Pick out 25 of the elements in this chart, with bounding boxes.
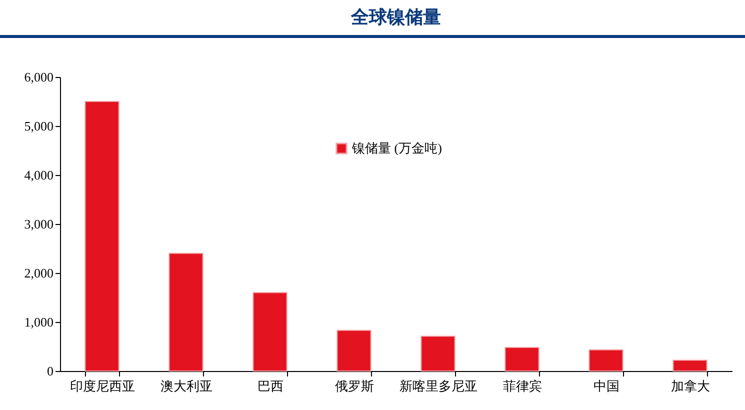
x-tick-label: 俄罗斯: [335, 378, 374, 394]
bar: [84, 101, 120, 372]
y-tick-label: 0: [47, 364, 54, 378]
bar: [252, 292, 288, 372]
bar: [588, 349, 624, 372]
y-tick-label: 2,000: [24, 266, 54, 280]
bar: [336, 330, 372, 372]
x-tick-label: 澳大利亚: [160, 378, 212, 394]
x-tick-label: 中国: [594, 378, 620, 394]
x-tick-label: 加拿大: [671, 378, 710, 394]
x-tick-label: 菲律宾: [503, 378, 542, 394]
y-tick-label: 4,000: [24, 168, 54, 182]
x-tick-label: 印度尼西亚: [70, 378, 135, 394]
y-tick-label: 6,000: [24, 70, 54, 84]
x-tick-label: 新喀里多尼亚: [400, 378, 478, 394]
y-tick-label: 5,000: [24, 118, 54, 134]
y-tick-label: 1,000: [24, 314, 54, 330]
x-tick-label: 巴西: [258, 378, 284, 394]
bar: [168, 252, 204, 372]
y-tick-label: 3,000: [24, 216, 54, 232]
legend-label: 镍储量 (万金吨): [351, 140, 442, 156]
bar: [672, 360, 708, 372]
chart-title: 全球镍储量: [350, 7, 441, 27]
bar: [504, 346, 540, 372]
bar: [420, 336, 456, 372]
